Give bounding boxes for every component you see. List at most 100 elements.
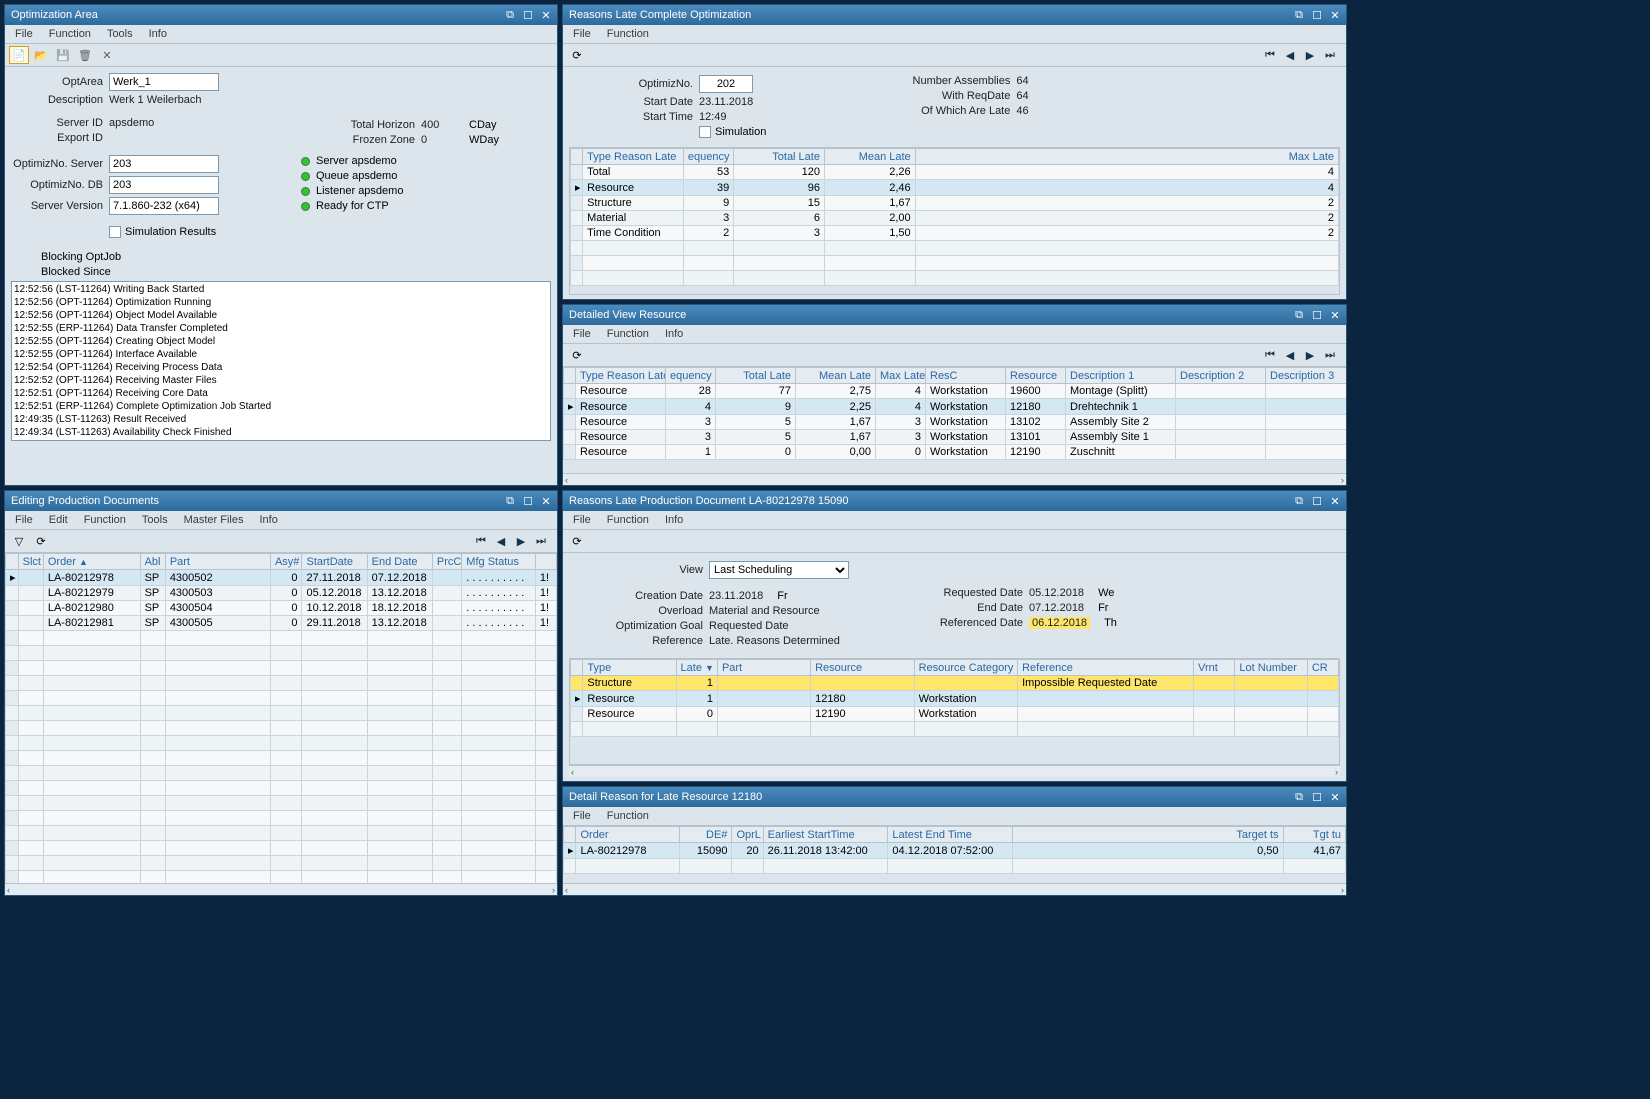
table-header[interactable]: Target ts [1013,827,1283,843]
optno-input[interactable] [699,75,753,93]
table-header[interactable]: ResC [926,368,1006,384]
table-row[interactable]: Resource351,673Workstation13102Assembly … [564,415,1347,430]
table-header[interactable]: Mfg Status [462,554,536,570]
view-select[interactable]: Last Scheduling [709,561,849,579]
maximize-icon[interactable]: ☐ [521,494,535,508]
log-box[interactable]: 12:52:56 (LST-11264) Writing Back Starte… [11,281,551,441]
menu-function[interactable]: Function [43,27,97,41]
maximize-icon[interactable]: ☐ [1310,8,1324,22]
production-docs-table[interactable]: SlctOrder ▲AblPartAsy#StartDateEnd DateP… [5,553,557,883]
nav-prev-icon[interactable]: ◀ [493,533,509,549]
menu-file[interactable]: File [567,809,597,823]
optnodb-input[interactable] [109,176,219,194]
refresh-icon[interactable]: ⟳ [567,46,587,64]
close-icon[interactable]: ✕ [539,8,553,22]
table-header[interactable]: End Date [367,554,432,570]
close-icon[interactable]: ✕ [539,494,553,508]
table-header[interactable]: Part [165,554,270,570]
table-header[interactable]: StartDate [302,554,367,570]
detailed-resource-table[interactable]: Type Reason Lateequency ▼Total LateMean … [563,367,1346,460]
table-header[interactable]: PrcC [432,554,461,570]
table-row[interactable]: Structure9151,672 [571,196,1339,211]
table-row[interactable]: LA-80212981SP4300505029.11.201813.12.201… [6,616,557,631]
nav-last-icon[interactable]: ⏭ [533,533,549,549]
table-header[interactable]: CR [1307,660,1338,676]
delete-icon[interactable]: 🗑 [75,46,95,64]
table-header[interactable]: Reference [1018,660,1194,676]
nav-next-icon[interactable]: ▶ [513,533,529,549]
table-header[interactable]: Description 2 [1176,368,1266,384]
table-header[interactable]: Order ▲ [43,554,140,570]
table-header[interactable]: Description 1 [1066,368,1176,384]
maximize-icon[interactable]: ☐ [1310,790,1324,804]
maximize-icon[interactable]: ☐ [1310,308,1324,322]
simulation-checkbox[interactable] [699,126,711,138]
table-header[interactable]: Vrnt [1194,660,1235,676]
menu-edit[interactable]: Edit [43,513,74,527]
serverver-input[interactable] [109,197,219,215]
menu-function[interactable]: Function [78,513,132,527]
popout-icon[interactable]: ⧉ [1292,494,1306,508]
menu-info[interactable]: Info [254,513,284,527]
menu-info[interactable]: Info [143,27,173,41]
table-row[interactable]: ▸Resource39962,464 [571,180,1339,196]
nav-next-icon[interactable]: ▶ [1302,47,1318,63]
nav-prev-icon[interactable]: ◀ [1282,347,1298,363]
table-header[interactable]: Abl [140,554,165,570]
menu-function[interactable]: Function [601,27,655,41]
table-row[interactable]: Resource351,673Workstation13101Assembly … [564,430,1347,445]
nav-next-icon[interactable]: ▶ [1302,347,1318,363]
menu-file[interactable]: File [567,27,597,41]
menu-file[interactable]: File [567,513,597,527]
table-header[interactable]: Total Late [716,368,796,384]
menu-tools[interactable]: Tools [101,27,139,41]
table-header[interactable]: Order [576,827,680,843]
table-header[interactable]: equency ▼ [683,149,733,165]
reasons-late-doc-table[interactable]: TypeLate ▼PartResourceResource CategoryR… [570,659,1339,737]
table-header[interactable]: Lot Number [1235,660,1307,676]
table-header[interactable]: Description 3 [1266,368,1347,384]
table-header[interactable]: Mean Late [796,368,876,384]
close-icon[interactable]: ✕ [1328,494,1342,508]
table-header[interactable]: Asy# [270,554,302,570]
menu-tools[interactable]: Tools [136,513,174,527]
popout-icon[interactable]: ⧉ [1292,790,1306,804]
table-row[interactable]: ▸Resource112180Workstation [571,691,1339,707]
table-row[interactable]: Total531202,264 [571,165,1339,180]
detail-late-table[interactable]: OrderDE#OprLEarliest StartTimeLatest End… [563,826,1346,874]
table-header[interactable]: Total Late [734,149,825,165]
filter-icon[interactable]: ▽ [9,532,29,550]
refresh-icon[interactable]: ⟳ [31,532,51,550]
menu-function[interactable]: Function [601,513,655,527]
table-header[interactable]: Mean Late [824,149,915,165]
table-header[interactable]: Resource [811,660,915,676]
maximize-icon[interactable]: ☐ [521,8,535,22]
table-row[interactable]: LA-80212980SP4300504010.12.201818.12.201… [6,601,557,616]
menu-masterfiles[interactable]: Master Files [178,513,250,527]
table-header[interactable]: Part [717,660,810,676]
nav-last-icon[interactable]: ⏭ [1322,47,1338,63]
table-row[interactable]: Resource012190Workstation [571,707,1339,722]
menu-function[interactable]: Function [601,809,655,823]
table-row[interactable]: Resource28772,754Workstation19600Montage… [564,384,1347,399]
nav-first-icon[interactable]: ⏮ [1262,47,1278,63]
table-header[interactable]: Slct [18,554,43,570]
table-row[interactable]: ▸LA-80212978150902026.11.2018 13:42:0004… [564,843,1346,859]
popout-icon[interactable]: ⧉ [1292,8,1306,22]
save-icon[interactable]: 💾 [53,46,73,64]
table-header[interactable]: Type Reason Late [576,368,666,384]
close-doc-icon[interactable]: ✕ [97,46,117,64]
table-row[interactable]: ▸LA-80212978SP4300502027.11.201807.12.20… [6,570,557,586]
refresh-icon[interactable]: ⟳ [567,346,587,364]
nav-last-icon[interactable]: ⏭ [1322,347,1338,363]
table-header[interactable]: Late ▼ [676,660,717,676]
table-header[interactable] [535,554,556,570]
optarea-input[interactable] [109,73,219,91]
table-header[interactable]: Type [583,660,676,676]
maximize-icon[interactable]: ☐ [1310,494,1324,508]
menu-info[interactable]: Info [659,327,689,341]
close-icon[interactable]: ✕ [1328,8,1342,22]
table-header[interactable]: equency ▼ [666,368,716,384]
menu-file[interactable]: File [9,513,39,527]
table-header[interactable]: Max Late [915,149,1338,165]
